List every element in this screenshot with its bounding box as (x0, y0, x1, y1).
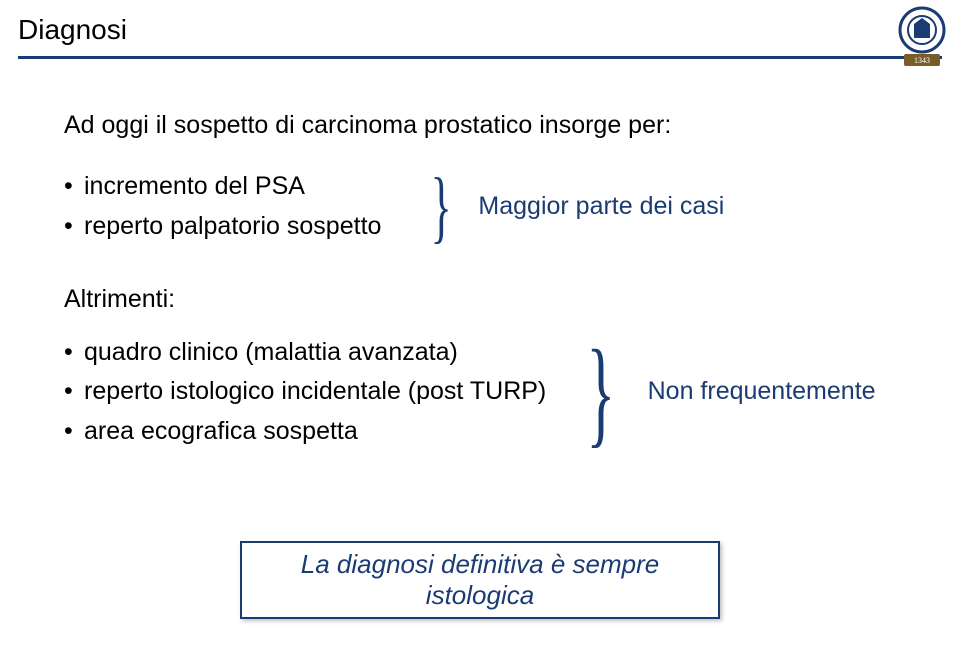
list-item: reperto palpatorio sospetto (64, 211, 404, 242)
brace-2: } (572, 332, 630, 452)
slide-content: Ad oggi il sospetto di carcinoma prostat… (64, 110, 896, 465)
list-item: quadro clinico (malattia avanzata) (64, 337, 554, 368)
conclusion-box: La diagnosi definitiva è sempre istologi… (240, 541, 720, 619)
seal-shield (914, 18, 930, 38)
page-title: Diagnosi (18, 14, 127, 46)
group-1-list: incremento del PSA reperto palpatorio so… (64, 163, 404, 250)
list-item: reperto istologico incidentale (post TUR… (64, 376, 554, 407)
group-1-row: incremento del PSA reperto palpatorio so… (64, 163, 896, 250)
group-2-list: quadro clinico (malattia avanzata) reper… (64, 329, 554, 455)
group-2-note: Non frequentemente (648, 376, 876, 407)
right-curly-brace-icon: } (431, 167, 452, 247)
right-curly-brace-icon: } (586, 332, 615, 452)
title-underline (18, 56, 942, 59)
slide: Diagnosi 1343 Ad oggi il sospetto di car… (0, 0, 960, 655)
brace-1: } (422, 167, 460, 247)
list-item: incremento del PSA (64, 171, 404, 202)
university-seal-logo: 1343 (894, 4, 950, 76)
seal-year: 1343 (914, 56, 930, 65)
intro-text: Ad oggi il sospetto di carcinoma prostat… (64, 110, 896, 141)
list-item: area ecografica sospetta (64, 416, 554, 447)
group-1-note: Maggior parte dei casi (478, 191, 724, 222)
group-2-row: quadro clinico (malattia avanzata) reper… (64, 329, 896, 455)
altrimenti-label: Altrimenti: (64, 284, 896, 315)
